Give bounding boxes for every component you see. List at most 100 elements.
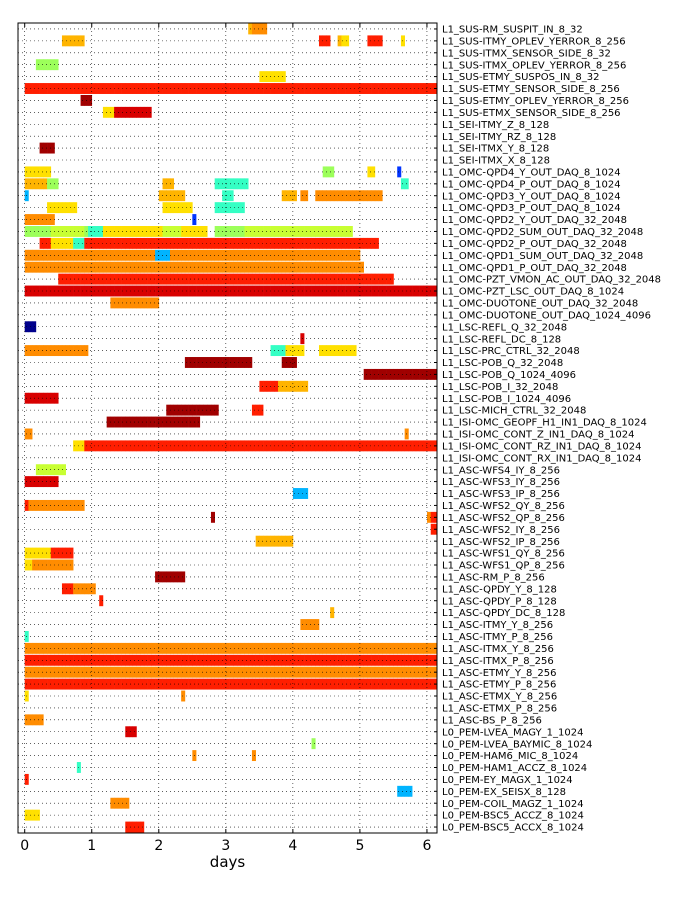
heatmap-cell [359, 654, 364, 666]
heatmap-cell [378, 678, 383, 690]
heatmap-cell [330, 83, 335, 94]
heatmap-cell [155, 249, 160, 261]
heatmap-cell [255, 249, 260, 261]
heatmap-cell [278, 285, 283, 297]
heatmap-cell [274, 261, 279, 273]
heatmap-cell [43, 464, 48, 476]
heatmap-cell [129, 654, 134, 666]
heatmap-cell [43, 59, 48, 71]
heatmap-cell [251, 642, 256, 654]
heatmap-cell [121, 261, 126, 273]
heatmap-cell [210, 357, 215, 368]
heatmap-cell [214, 202, 219, 214]
heatmap-cell [54, 249, 59, 261]
heatmap-cell [233, 202, 238, 214]
heatmap-cell [237, 678, 242, 690]
heatmap-cell [173, 440, 178, 452]
heatmap-cell [69, 273, 74, 285]
heatmap-cell [326, 83, 331, 94]
heatmap-cell [237, 226, 242, 237]
heatmap-cell [318, 642, 324, 654]
heatmap-cell [259, 666, 264, 678]
heatmap-cell [73, 261, 78, 273]
heatmap-cell [341, 642, 346, 654]
heatmap-cell [110, 416, 115, 428]
heatmap-cell [266, 237, 271, 249]
heatmap-cell [218, 357, 223, 368]
heatmap-cell [255, 23, 260, 35]
heatmap-cell [225, 285, 230, 297]
channel-label: L0_PEM-BSC5_ACCX_8_1024 [442, 823, 584, 834]
heatmap-cell [147, 654, 152, 666]
heatmap-cell [114, 226, 119, 237]
heatmap-cell [345, 190, 350, 202]
channel-label: L0_PEM-BSC5_ACCZ_8_1024 [442, 811, 584, 822]
heatmap-cell [151, 654, 156, 666]
heatmap-cell [397, 285, 402, 297]
heatmap-cell [251, 23, 256, 35]
heatmap-cell [382, 666, 387, 678]
heatmap-cell [318, 666, 324, 678]
heatmap-cell [263, 249, 268, 261]
heatmap-cell [147, 642, 152, 654]
heatmap-cell [117, 416, 122, 428]
heatmap-cell [106, 249, 111, 261]
heatmap-cell [91, 440, 96, 452]
heatmap-cell [162, 261, 167, 273]
heatmap-cell [315, 83, 320, 94]
heatmap-cell [397, 654, 402, 666]
heatmap-cell [233, 83, 238, 94]
heatmap-cell [117, 797, 122, 809]
heatmap-cell [278, 261, 283, 273]
heatmap-cell [99, 440, 104, 452]
heatmap-cell [114, 285, 119, 297]
heatmap-cell [173, 261, 178, 273]
heatmap-cell [65, 35, 70, 47]
heatmap-cell [266, 666, 271, 678]
heatmap-cell [121, 440, 126, 452]
heatmap-cell [129, 297, 134, 309]
heatmap-cell [102, 226, 107, 237]
heatmap-cell [225, 678, 230, 690]
heatmap-cell [143, 261, 148, 273]
channel-label: L1_ASC-WFS3_IY_8_256 [442, 477, 560, 488]
heatmap-cell [129, 249, 134, 261]
heatmap-cell [307, 678, 312, 690]
heatmap-cell [270, 666, 275, 678]
heatmap-cell [214, 83, 219, 94]
heatmap-cell [54, 285, 59, 297]
heatmap-cell [266, 380, 271, 392]
heatmap-cell [117, 106, 122, 118]
heatmap-cell [229, 178, 234, 190]
heatmap-cell [155, 297, 160, 309]
heatmap-cell [177, 273, 182, 285]
heatmap-cell [330, 261, 335, 273]
heatmap-cell [158, 273, 163, 285]
heatmap-cell [129, 440, 134, 452]
heatmap-cell [330, 190, 335, 202]
heatmap-cell [326, 273, 331, 285]
heatmap-cell [378, 666, 383, 678]
heatmap-cell [50, 345, 55, 357]
heatmap-cell [147, 416, 152, 428]
heatmap-cell [270, 380, 275, 392]
heatmap-cell [114, 106, 119, 118]
heatmap-cell [337, 249, 342, 261]
heatmap-cell [199, 654, 204, 666]
heatmap-cell [423, 678, 428, 690]
heatmap-cell [374, 440, 379, 452]
heatmap-cell [363, 642, 368, 654]
heatmap-cell [419, 666, 424, 678]
heatmap-cell [318, 273, 324, 285]
heatmap-cell [363, 666, 368, 678]
channel-label: L1_LSC-MICH_CTRL_32_2048 [442, 406, 586, 417]
heatmap-cell [106, 83, 111, 94]
heatmap-cell [54, 392, 59, 404]
heatmap-cell [39, 392, 44, 404]
heatmap-cell [147, 273, 152, 285]
heatmap-cell [322, 285, 327, 297]
heatmap-cell [73, 345, 78, 357]
heatmap-cell [177, 226, 182, 237]
heatmap-cell [233, 440, 238, 452]
heatmap-cell [173, 642, 178, 654]
